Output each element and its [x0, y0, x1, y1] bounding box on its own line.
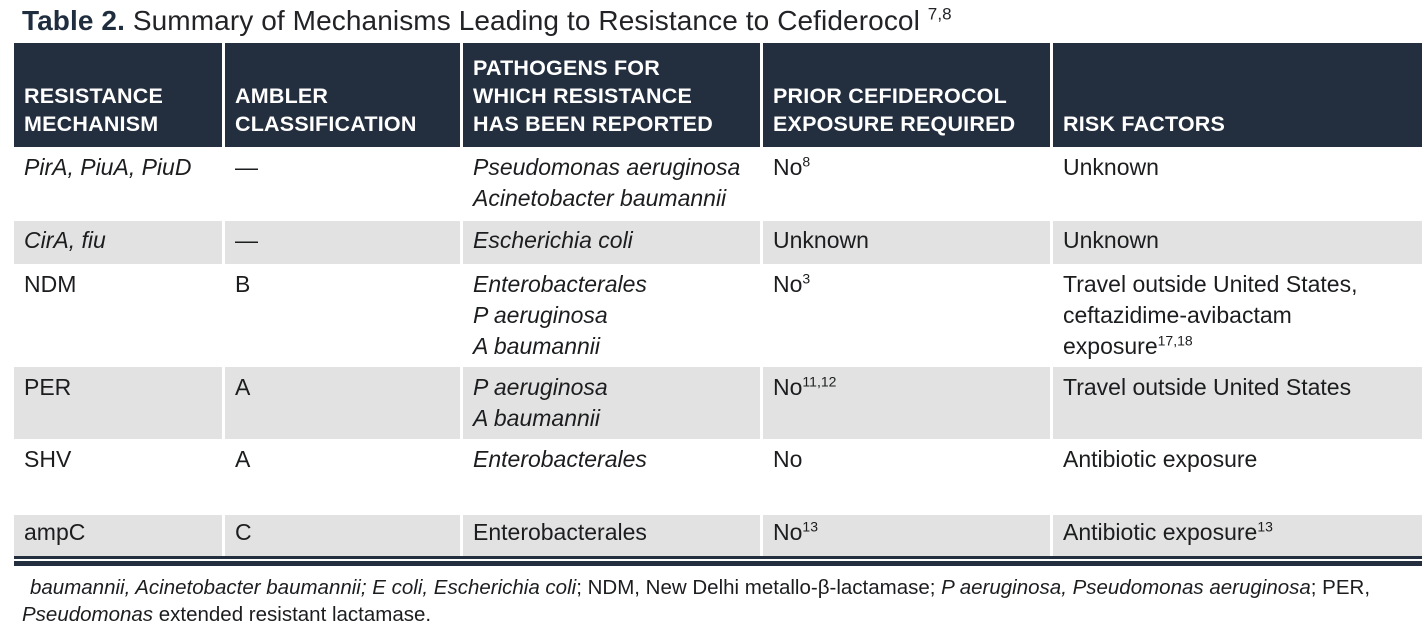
exposure-value: No — [773, 446, 803, 472]
cell-risk-factors: Travel outside United States — [1050, 367, 1422, 439]
pathogen-line: Enterobacterales — [473, 271, 647, 297]
exposure-value: No — [773, 271, 803, 297]
table-row: ampC C Enterobacterales No13 Antibiotic … — [14, 515, 1422, 556]
pathogen-line: P aeruginosa — [473, 302, 608, 328]
table-row: NDM B Enterobacterales P aeruginosa A ba… — [14, 264, 1422, 367]
cell-ambler-classification: A — [222, 367, 460, 439]
cell-pathogens: Enterobacterales — [460, 515, 760, 556]
table-header-row: RESISTANCE MECHANISM AMBLER CLASSIFICATI… — [14, 43, 1422, 147]
table-bottom-rule-thick — [14, 561, 1422, 566]
risk-value: Unknown — [1063, 154, 1159, 180]
exposure-value: Unknown — [773, 227, 869, 253]
cell-pathogens: Enterobacterales — [460, 439, 760, 515]
exposure-value: No — [773, 154, 803, 180]
cell-pathogens: P aeruginosa A baumannii — [460, 367, 760, 439]
pathogen-line: Enterobacterales — [473, 446, 647, 472]
column-header-pathogens: PATHOGENS FOR WHICH RESISTANCE HAS BEEN … — [460, 43, 760, 147]
cell-ambler-classification: A — [222, 439, 460, 515]
exposure-citation-superscript: 8 — [802, 153, 811, 170]
cell-prior-exposure: No — [760, 439, 1050, 515]
cell-risk-factors: Unknown — [1050, 221, 1422, 264]
cell-ambler-classification: C — [222, 515, 460, 556]
pathogen-line: P aeruginosa — [473, 374, 608, 400]
cell-pathogens: Pseudomonas aeruginosa Acinetobacter bau… — [460, 147, 760, 221]
pathogen-line: Escherichia coli — [473, 227, 633, 253]
cell-ambler-classification: — — [222, 221, 460, 264]
table-row: SHV A Enterobacterales No Antibiotic exp… — [14, 439, 1422, 515]
column-header-prior-exposure: PRIOR CEFIDEROCOL EXPOSURE REQUIRED — [760, 43, 1050, 147]
column-header-resistance-mechanism: RESISTANCE MECHANISM — [24, 84, 163, 136]
risk-value: Antibiotic exposure — [1063, 519, 1258, 545]
pathogen-line: A baumannii — [473, 333, 601, 359]
risk-value: Antibiotic exposure — [1063, 446, 1258, 472]
footnote-line: Pseudomonas extended resistant lactamase… — [22, 603, 432, 624]
table-title-text: Summary of Mechanisms Leading to Resista… — [124, 5, 928, 36]
column-header-risk-factors: RISK FACTORS — [1050, 43, 1422, 147]
table-number-label: Table 2. — [22, 5, 125, 36]
title-citation-superscript: 7,8 — [927, 4, 952, 24]
cell-risk-factors: Travel outside United States, ceftazidim… — [1050, 264, 1422, 367]
column-header-ambler-classification: AMBLER CLASSIFICATION — [222, 43, 460, 147]
cell-prior-exposure: Unknown — [760, 221, 1050, 264]
cell-prior-exposure: No3 — [760, 264, 1050, 367]
table-title: Table 2. Summary of Mechanisms Leading t… — [0, 0, 1422, 43]
footnote-line: baumannii, Acinetobacter baumannii; E co… — [30, 576, 1371, 599]
exposure-value: No — [773, 519, 803, 545]
cell-resistance-mechanism: SHV — [24, 446, 72, 472]
pathogen-line: Enterobacterales — [473, 519, 647, 545]
exposure-citation-superscript: 13 — [802, 518, 818, 535]
cell-resistance-mechanism: PER — [24, 374, 72, 400]
risk-value: Travel outside United States — [1063, 374, 1352, 400]
risk-citation-superscript: 17,18 — [1157, 332, 1193, 349]
cell-resistance-mechanism: PirA, PiuA, PiuD — [24, 154, 192, 180]
cell-prior-exposure: No8 — [760, 147, 1050, 221]
exposure-citation-superscript: 11,12 — [802, 373, 837, 390]
pathogen-line: Acinetobacter baumannii — [473, 185, 727, 211]
resistance-mechanisms-table: RESISTANCE MECHANISM AMBLER CLASSIFICATI… — [14, 43, 1422, 566]
pathogen-line: A baumannii — [473, 405, 601, 431]
cell-prior-exposure: No11,12 — [760, 367, 1050, 439]
table-row: CirA, fiu — Escherichia coli Unknown Unk… — [14, 221, 1422, 264]
table-bottom-rule-gap — [14, 559, 1422, 561]
cell-prior-exposure: No13 — [760, 515, 1050, 556]
cell-resistance-mechanism: NDM — [24, 271, 77, 297]
pathogen-line: Pseudomonas aeruginosa — [473, 154, 741, 180]
cell-ambler-classification: — — [222, 147, 460, 221]
cell-resistance-mechanism: ampC — [24, 519, 86, 545]
cell-ambler-classification: B — [222, 264, 460, 367]
risk-value: Unknown — [1063, 227, 1159, 253]
risk-value: Travel outside United States, ceftazidim… — [1063, 271, 1358, 359]
exposure-value: No — [773, 374, 803, 400]
cell-resistance-mechanism: CirA, fiu — [24, 227, 106, 253]
exposure-citation-superscript: 3 — [802, 270, 811, 287]
cell-risk-factors: Antibiotic exposure — [1050, 439, 1422, 515]
cell-risk-factors: Antibiotic exposure13 — [1050, 515, 1422, 556]
table-bottom-rule-thin — [14, 556, 1422, 559]
cell-risk-factors: Unknown — [1050, 147, 1422, 221]
table-row: PirA, PiuA, PiuD — Pseudomonas aeruginos… — [14, 147, 1422, 221]
table-row: PER A P aeruginosa A baumannii No11,12 T… — [14, 367, 1422, 439]
cell-pathogens: Enterobacterales P aeruginosa A baumanni… — [460, 264, 760, 367]
footnote: baumannii, Acinetobacter baumannii; E co… — [22, 574, 1408, 624]
risk-citation-superscript: 13 — [1257, 518, 1273, 535]
cell-pathogens: Escherichia coli — [460, 221, 760, 264]
